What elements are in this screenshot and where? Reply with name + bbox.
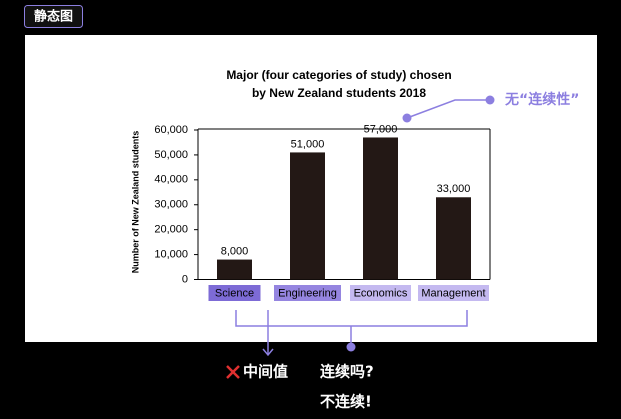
category-box — [274, 285, 341, 301]
y-tick-label: 10,000 — [154, 248, 188, 260]
dot — [346, 342, 356, 352]
annotation: 无“连续性” — [504, 91, 579, 108]
y-tick-label: 60,000 — [154, 124, 188, 136]
x-tick-label: Engineering — [278, 287, 337, 299]
badge: 静态图 — [34, 9, 73, 25]
y-tick-label: 50,000 — [154, 149, 188, 161]
dot — [485, 95, 495, 105]
chart-title: by New Zealand students 2018 — [252, 86, 426, 100]
y-tick-label: 20,000 — [154, 224, 188, 236]
value-label: 33,000 — [437, 183, 471, 195]
badge-box — [24, 5, 83, 28]
annotation: 连续吗? — [320, 363, 374, 381]
bar — [363, 137, 398, 280]
bar — [217, 259, 252, 280]
cross-icon — [226, 365, 240, 379]
annotation: 中间值 — [243, 363, 288, 381]
annotation-lines — [235, 99, 490, 357]
y-tick-label: 30,000 — [154, 199, 188, 211]
bar — [290, 152, 325, 280]
value-label: 57,000 — [364, 123, 398, 135]
annotation: 不连续! — [320, 393, 372, 411]
value-label: 51,000 — [291, 138, 325, 150]
y-tick-label: 0 — [182, 273, 188, 285]
y-axis-label: Number of New Zealand students — [130, 131, 140, 274]
x-tick-label: Management — [421, 287, 485, 299]
category-box — [208, 285, 261, 301]
value-label: 8,000 — [221, 245, 249, 257]
x-tick-label: Economics — [354, 287, 408, 299]
chart-title: Major (four categories of study) chosen — [226, 68, 451, 82]
cross-stroke — [226, 365, 240, 379]
category-box — [418, 285, 489, 301]
category-box — [350, 285, 411, 301]
bar — [436, 197, 471, 280]
x-tick-label: Science — [215, 287, 254, 299]
arrow-head — [262, 348, 274, 357]
y-tick-label: 40,000 — [154, 174, 188, 186]
dot — [402, 113, 412, 123]
callout-line — [406, 99, 490, 119]
